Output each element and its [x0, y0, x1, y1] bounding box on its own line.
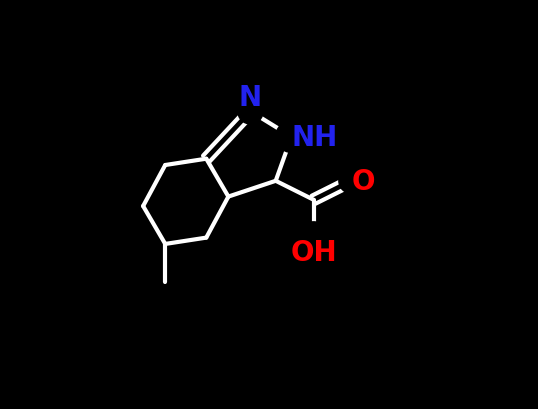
Text: NH: NH	[292, 123, 338, 151]
Circle shape	[276, 121, 307, 153]
Circle shape	[298, 222, 329, 254]
Text: OH: OH	[291, 238, 337, 266]
Text: N: N	[239, 84, 262, 112]
Circle shape	[339, 169, 364, 194]
Circle shape	[238, 99, 263, 125]
Text: O: O	[351, 167, 375, 196]
